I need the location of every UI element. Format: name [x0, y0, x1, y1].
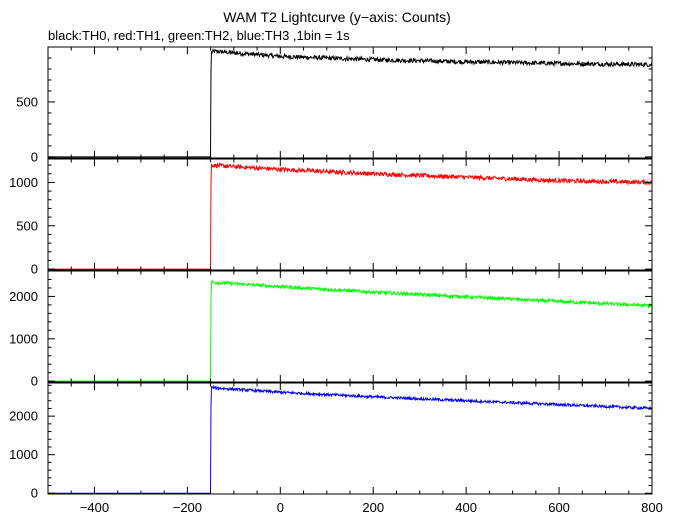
panel-th0: 0 500 [16, 46, 653, 164]
panel-th2: 0 1000 2000 [9, 270, 653, 389]
y-tick-label: 500 [16, 218, 38, 233]
y-tick-label: 1000 [9, 447, 38, 462]
series-line-th3 [48, 384, 653, 494]
y-tick-label: 500 [16, 94, 38, 109]
y-tick-label: 0 [31, 486, 38, 501]
chart-title: WAM T2 Lightcurve (y−axis: Counts) [223, 9, 451, 25]
x-tick-label: 400 [455, 500, 477, 515]
y-tick-label: 0 [31, 262, 38, 277]
x-tick-label: 0 [277, 500, 284, 515]
panel-th1: 0 500 1000 [9, 158, 653, 277]
y-tick-label: 2000 [9, 289, 38, 304]
x-tick-label: −400 [80, 500, 109, 515]
y-tick-label: 1000 [9, 331, 38, 346]
x-tick-label: 200 [362, 500, 384, 515]
chart-subtitle: black:TH0, red:TH1, green:TH2, blue:TH3 … [48, 28, 350, 43]
series-line-th1 [48, 162, 653, 270]
x-tick-label: 800 [641, 500, 663, 515]
series-line-th0 [48, 47, 653, 158]
x-tick-label: −200 [173, 500, 202, 515]
y-tick-label: 0 [31, 149, 38, 164]
x-tick-label: 600 [548, 500, 570, 515]
y-tick-label: 1000 [9, 175, 38, 190]
chart-panels: 0 500 0 500 1000 0 1000 2000 0 1000 2000 −400 −200 0 2… [9, 46, 663, 515]
panel-th3: 0 1000 2000 [9, 382, 653, 501]
y-tick-label: 2000 [9, 409, 38, 424]
y-tick-label: 0 [31, 374, 38, 389]
series-line-th2 [48, 279, 653, 382]
